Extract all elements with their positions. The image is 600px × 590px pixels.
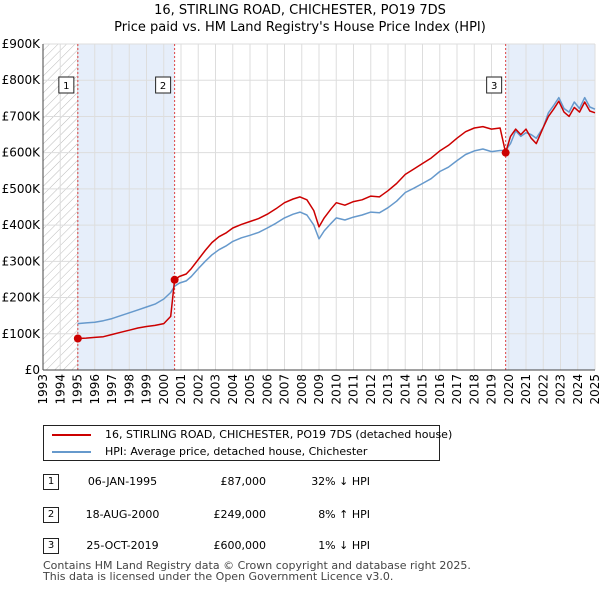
y-tick-label: £0 bbox=[25, 363, 40, 377]
transaction-date: 06-JAN-1995 bbox=[87, 475, 158, 488]
transaction-label: 1 bbox=[63, 81, 69, 92]
x-tick-label: 1994 bbox=[53, 374, 67, 405]
transaction-point bbox=[73, 334, 82, 343]
legend-swatch-property bbox=[52, 434, 91, 436]
legend-label-property: 16, STIRLING ROAD, CHICHESTER, PO19 7DS … bbox=[105, 428, 453, 441]
x-tick-label: 2025 bbox=[588, 374, 600, 405]
transaction-date: 18-AUG-2000 bbox=[85, 508, 160, 521]
transaction-number: 2 bbox=[43, 507, 59, 523]
transaction-row: 1 06-JAN-1995 £87,000 32% ↓ HPI bbox=[0, 474, 600, 494]
transaction-label-box bbox=[58, 76, 75, 94]
price-chart: 1 2 3 £0 £100K £200K £300K £400K £500K £600K £700… bbox=[2, 37, 600, 405]
transaction-price: £249,000 bbox=[213, 508, 267, 521]
x-tick-label: 2008 bbox=[295, 374, 309, 405]
y-tick-label: £600K bbox=[2, 146, 42, 160]
x-tick-label: 2019 bbox=[485, 374, 499, 405]
x-tick-label: 2005 bbox=[243, 374, 257, 405]
x-tick-label: 2002 bbox=[191, 374, 205, 405]
x-tick-label: 1998 bbox=[122, 374, 136, 405]
shaded-period bbox=[77, 44, 175, 370]
x-tick-label: 2004 bbox=[226, 374, 240, 405]
x-tick-label: 2007 bbox=[278, 374, 292, 405]
x-tick-label: 2022 bbox=[536, 374, 550, 405]
x-tick-label: 1997 bbox=[105, 374, 119, 405]
x-tick-label: 2024 bbox=[571, 374, 585, 405]
x-tick-label: 1993 bbox=[36, 374, 50, 405]
footer-copyright: Contains HM Land Registry data © Crown c… bbox=[43, 559, 471, 572]
transaction-number: 3 bbox=[43, 538, 59, 554]
transaction-date: 25-OCT-2019 bbox=[86, 539, 159, 552]
x-tick-label: 2013 bbox=[381, 374, 395, 405]
legend-item-property: 16, STIRLING ROAD, CHICHESTER, PO19 7DS … bbox=[52, 427, 452, 443]
x-tick-label: 2018 bbox=[467, 374, 481, 405]
transaction-hpi: 32% ↓ HPI bbox=[311, 475, 370, 488]
y-tick-label: £900K bbox=[2, 37, 42, 51]
transaction-number: 1 bbox=[43, 474, 59, 490]
transaction-label: 2 bbox=[160, 81, 166, 92]
transaction-point bbox=[170, 275, 179, 284]
y-tick-label: £300K bbox=[2, 254, 42, 268]
legend-swatch-hpi bbox=[52, 451, 91, 453]
y-tick-label: £700K bbox=[2, 109, 42, 123]
x-tick-label: 1999 bbox=[140, 374, 154, 405]
legend-item-hpi: HPI: Average price, detached house, Chic… bbox=[52, 444, 367, 460]
x-tick-label: 2020 bbox=[502, 374, 516, 405]
transaction-hpi: 1% ↓ HPI bbox=[318, 539, 370, 552]
transaction-price: £600,000 bbox=[213, 539, 267, 552]
x-tick-label: 2023 bbox=[554, 374, 568, 405]
x-tick-label: 1995 bbox=[71, 374, 85, 405]
transaction-point bbox=[501, 148, 510, 157]
x-tick-label: 2003 bbox=[209, 374, 223, 405]
x-tick-label: 2015 bbox=[416, 374, 430, 405]
footer-licence: This data is licensed under the Open Gov… bbox=[43, 570, 394, 583]
y-tick-label: £200K bbox=[2, 291, 42, 305]
x-tick-label: 2014 bbox=[398, 374, 412, 405]
x-tick-label: 2001 bbox=[174, 374, 188, 405]
y-tick-label: £800K bbox=[2, 73, 42, 87]
x-tick-label: 2012 bbox=[364, 374, 378, 405]
x-tick-label: 2021 bbox=[519, 374, 533, 405]
legend: 16, STIRLING ROAD, CHICHESTER, PO19 7DS … bbox=[43, 425, 452, 461]
x-tick-label: 2000 bbox=[157, 374, 171, 405]
chart-title: 16, STIRLING ROAD, CHICHESTER, PO19 7DS bbox=[154, 3, 446, 18]
x-tick-label: 2009 bbox=[312, 374, 326, 405]
x-tick-label: 2016 bbox=[433, 374, 447, 405]
x-tick-label: 2011 bbox=[347, 374, 361, 405]
x-tick-label: 2010 bbox=[329, 374, 343, 405]
transaction-hpi: 8% ↑ HPI bbox=[318, 508, 370, 521]
transaction-price: £87,000 bbox=[220, 475, 267, 488]
y-tick-label: £500K bbox=[2, 182, 42, 196]
x-tick-label: 2006 bbox=[260, 374, 274, 405]
transaction-row: 2 18-AUG-2000 £249,000 8% ↑ HPI bbox=[0, 507, 600, 527]
transaction-label-box bbox=[155, 76, 172, 94]
chart-subtitle: Price paid vs. HM Land Registry's House … bbox=[114, 20, 486, 35]
transaction-label-box bbox=[486, 76, 503, 94]
y-tick-label: £400K bbox=[2, 218, 42, 232]
footer: Contains HM Land Registry data © Crown c… bbox=[43, 560, 471, 582]
x-tick-label: 1996 bbox=[88, 374, 102, 405]
shaded-period bbox=[505, 44, 595, 370]
y-tick-label: £100K bbox=[2, 327, 42, 341]
transaction-row: 3 25-OCT-2019 £600,000 1% ↓ HPI bbox=[0, 538, 600, 558]
transaction-label: 3 bbox=[491, 81, 497, 92]
legend-label-hpi: HPI: Average price, detached house, Chic… bbox=[105, 445, 368, 458]
x-tick-label: 2017 bbox=[450, 374, 464, 405]
